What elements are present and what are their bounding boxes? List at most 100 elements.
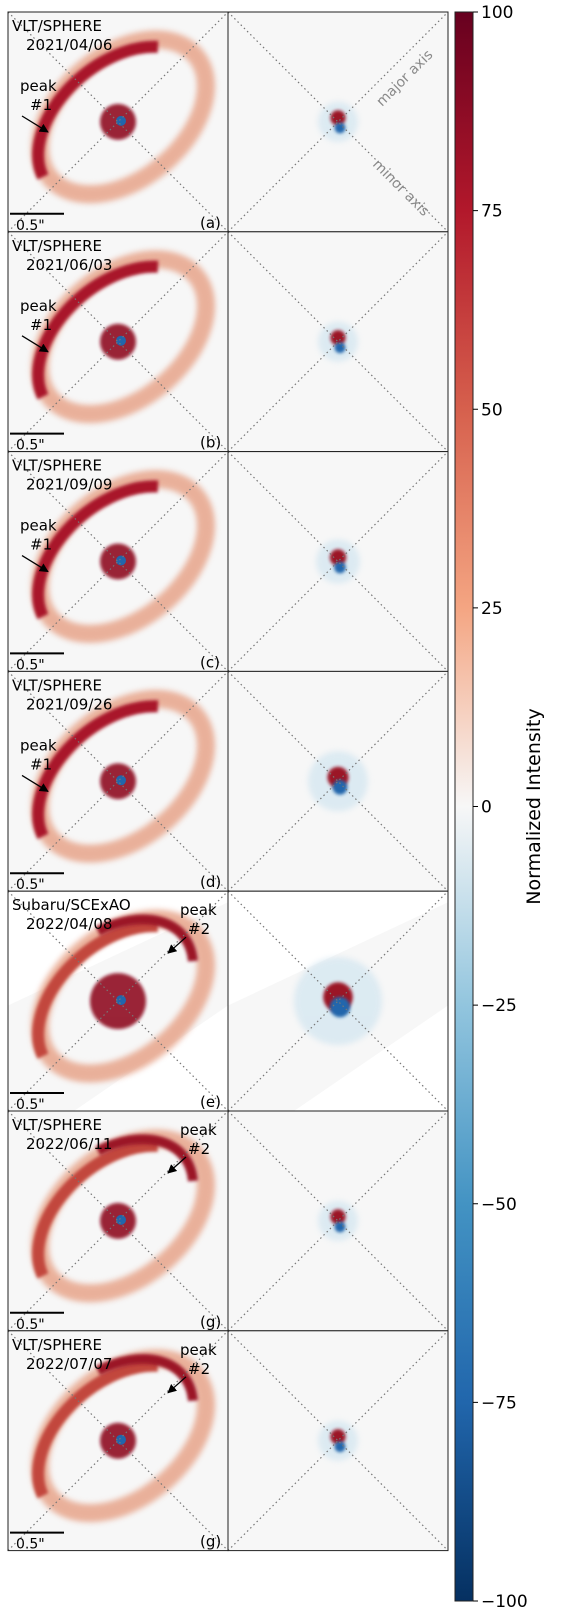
disk-image-panel (8, 231, 228, 452)
scale-bar-label: 0.5" (16, 1537, 45, 1553)
panel-tag: (d) (200, 873, 221, 891)
peak-number-label: #2 (188, 1360, 210, 1378)
instrument-label: VLT/SPHERE (12, 237, 102, 255)
central-residual (116, 775, 126, 786)
instrument-label: Subaru/SCExAO (12, 896, 131, 914)
colorbar-tick-label: −75 (481, 1393, 517, 1413)
disk-image-panel (8, 671, 228, 892)
instrument-label: VLT/SPHERE (12, 17, 102, 35)
date-label: 2021/04/06 (26, 36, 112, 54)
peak-label: peak (20, 736, 57, 754)
panel-tag: (b) (200, 434, 221, 452)
residual-negative (334, 122, 346, 134)
residual-negative (334, 342, 346, 354)
scale-bar-label: 0.5" (16, 438, 45, 454)
peak-arrow (167, 936, 187, 954)
peak-arc (95, 914, 198, 962)
colorbar-tick-label: 25 (481, 599, 503, 619)
central-residual (116, 1434, 126, 1445)
disk-image-panel (8, 1111, 228, 1331)
residual-negative (334, 1441, 346, 1453)
peak-label: peak (20, 517, 57, 535)
date-label: 2022/07/07 (26, 1355, 112, 1373)
instrument-label: VLT/SPHERE (12, 457, 102, 475)
residual-positive (329, 549, 347, 566)
date-label: 2021/09/26 (26, 695, 112, 713)
residual-positive (330, 110, 346, 126)
scale-bar-label: 0.5" (16, 218, 45, 234)
panel-tag: (a) (200, 214, 221, 232)
date-label: 2022/06/11 (26, 1135, 112, 1153)
instrument-label: VLT/SPHERE (12, 1116, 102, 1134)
colorbar-gradient (454, 11, 474, 1602)
residual-image-panel (228, 231, 448, 452)
colorbar-label: Normalized Intensity (523, 708, 545, 905)
peak-label: peak (20, 297, 57, 315)
peak-arrow (21, 335, 49, 353)
panel-tag: (c) (200, 653, 220, 671)
residual-negative (334, 1221, 346, 1233)
peak-number-label: #2 (188, 920, 210, 938)
peak-label: peak (180, 901, 217, 919)
disk-image-panel (8, 451, 228, 672)
colorbar-tick-label: 75 (481, 202, 503, 222)
colorbar-tick-label: −50 (481, 1195, 517, 1215)
residual-positive (330, 1429, 346, 1445)
bright-arc (32, 260, 159, 400)
peak-arrow (21, 115, 49, 133)
bright-arc (32, 480, 159, 620)
date-label: 2022/04/08 (26, 915, 112, 933)
peak-number-label: #1 (30, 316, 52, 334)
residual-image-panel (228, 451, 448, 672)
scale-bar-label: 0.5" (16, 657, 45, 673)
panel-tag: (g) (200, 1313, 221, 1331)
central-residual (116, 1214, 126, 1225)
panel-tag: (e) (200, 1093, 221, 1111)
instrument-label: VLT/SPHERE (12, 1336, 102, 1354)
colorbar-tick-label: −25 (481, 996, 517, 1016)
bright-arc (32, 40, 159, 180)
disk-image-panel (8, 12, 228, 232)
residual-negative (329, 996, 351, 1018)
bright-arc (32, 920, 159, 1059)
peak-arrow (167, 1156, 187, 1174)
central-residual (116, 555, 126, 566)
panel-frame (227, 1330, 449, 1552)
peak-arrow (167, 1376, 187, 1394)
peak-label: peak (180, 1341, 217, 1359)
peak-number-label: #2 (188, 1140, 210, 1158)
peak-number-label: #1 (30, 755, 52, 773)
bright-arc (32, 1139, 159, 1279)
peak-label: peak (20, 77, 57, 95)
peak-arc (95, 1354, 198, 1402)
scale-bar-label: 0.5" (16, 1317, 45, 1333)
bright-arc (32, 1359, 159, 1499)
instrument-label: VLT/SPHERE (12, 676, 102, 694)
disk-image-panel (8, 1330, 228, 1551)
residual-image-panel (228, 891, 448, 1112)
residual-image-panel (228, 12, 448, 232)
peak-number-label: #1 (30, 536, 52, 554)
date-label: 2021/06/03 (26, 256, 112, 274)
residual-negative (332, 779, 348, 795)
peak-number-label: #1 (30, 96, 52, 114)
colorbar-tick-label: −100 (481, 1592, 528, 1612)
bright-arc (32, 700, 159, 839)
residual-negative (334, 561, 346, 574)
residual-positive (330, 330, 346, 346)
peak-arrow (21, 555, 49, 573)
central-residual (116, 115, 126, 126)
residual-image-panel (228, 1330, 448, 1551)
residual-image-panel (228, 671, 448, 892)
central-residual (116, 995, 126, 1006)
colorbar-tick-label: 50 (481, 400, 503, 420)
peak-label: peak (180, 1121, 217, 1139)
